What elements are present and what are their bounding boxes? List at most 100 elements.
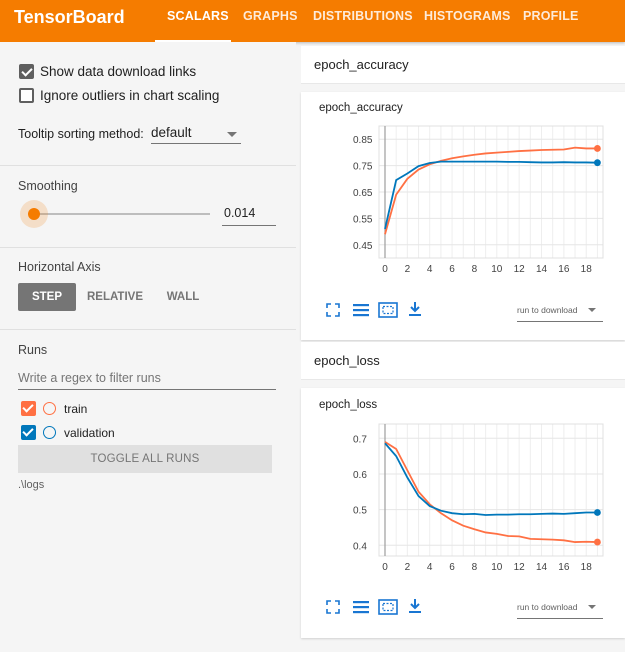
x-tick-label: 4: [427, 264, 433, 275]
run-train-color-icon[interactable]: [43, 402, 56, 415]
main-content: epoch_accuracy epoch_accuracy 0.45 0.55 0.…: [296, 42, 625, 652]
y-tick-label: 0.85: [353, 135, 373, 146]
logdir-label: .\logs: [18, 479, 45, 491]
run-train-label: train: [64, 402, 88, 416]
smoothing-value-input[interactable]: 0.014: [224, 206, 256, 220]
axis-step-button[interactable]: STEP: [18, 283, 76, 311]
y-tick-label: 0.7: [353, 434, 367, 445]
data-list-icon[interactable]: [353, 600, 369, 614]
plot-border: [378, 125, 604, 259]
x-tick-label: 4: [427, 562, 433, 573]
runs-filter-underline: [18, 389, 276, 390]
run-to-download-select[interactable]: run to download: [517, 602, 578, 612]
run-to-download-select[interactable]: run to download: [517, 305, 578, 315]
chart-card-loss: epoch_loss 0.4 0.5 0.6 0.7 0 2 4 6 8 10 12 14 16 18 r…: [301, 388, 625, 638]
chart-title: epoch_loss: [319, 399, 378, 411]
ignore-outliers-checkbox[interactable]: [19, 88, 34, 103]
series-endpoint-validation: [594, 509, 601, 516]
divider: [0, 329, 296, 330]
top-app-bar: TensorBoard SCALARS GRAPHS DISTRIBUTIONS…: [0, 0, 625, 42]
fullscreen-icon[interactable]: [326, 600, 340, 614]
run-train-checkbox[interactable]: [21, 401, 36, 416]
group-title: epoch_loss: [314, 353, 380, 368]
tooltip-sorting-select[interactable]: default: [151, 125, 192, 140]
x-tick-label: 18: [581, 562, 593, 573]
chevron-down-icon[interactable]: [588, 605, 596, 609]
loss-chart[interactable]: 0.4 0.5 0.6 0.7 0 2 4 6 8 10 12 14 16 18: [301, 416, 625, 586]
tab-graphs[interactable]: GRAPHS: [243, 9, 298, 23]
download-icon[interactable]: [408, 598, 422, 614]
smoothing-slider-track[interactable]: [34, 213, 210, 215]
tooltip-sorting-underline: [151, 143, 241, 144]
smoothing-slider-knob[interactable]: [28, 208, 40, 220]
toggle-all-runs-button[interactable]: TOGGLE ALL RUNS: [18, 445, 272, 473]
y-tick-label: 0.75: [353, 162, 373, 173]
download-select-underline: [517, 321, 603, 322]
group-header-accuracy[interactable]: epoch_accuracy: [301, 46, 625, 84]
download-icon[interactable]: [408, 301, 422, 317]
y-tick-label: 0.6: [353, 470, 367, 481]
y-tick-label: 0.4: [353, 541, 367, 552]
axis-relative-button[interactable]: RELATIVE: [86, 291, 143, 303]
x-tick-label: 14: [536, 264, 548, 275]
series-endpoint-train: [594, 145, 601, 152]
fullscreen-icon[interactable]: [326, 303, 340, 317]
axis-wall-button[interactable]: WALL: [166, 291, 200, 303]
fit-domain-icon[interactable]: [378, 599, 398, 615]
y-tick-label: 0.65: [353, 188, 373, 199]
y-tick-label: 0.5: [353, 506, 367, 517]
x-tick-label: 16: [558, 264, 570, 275]
x-tick-label: 0: [382, 562, 388, 573]
series-endpoint-validation: [594, 159, 601, 167]
chart-title: epoch_accuracy: [319, 102, 403, 114]
chevron-down-icon[interactable]: [588, 308, 596, 312]
runs-filter-input[interactable]: Write a regex to filter runs: [18, 371, 161, 385]
ignore-outliers-label[interactable]: Ignore outliers in chart scaling: [40, 88, 220, 103]
chevron-down-icon[interactable]: [227, 132, 237, 137]
x-tick-label: 6: [449, 562, 455, 573]
series-line-validation: [384, 160, 598, 230]
tooltip-sorting-label: Tooltip sorting method:: [18, 127, 144, 141]
x-tick-label: 14: [536, 562, 548, 573]
download-select-underline: [517, 618, 603, 619]
chart-card-accuracy: epoch_accuracy 0.45 0.55 0.65 0.75 0.85 0 2 4 6 8…: [301, 92, 625, 340]
x-tick-label: 18: [581, 264, 593, 275]
show-download-links-checkbox[interactable]: [19, 64, 34, 79]
active-tab-indicator: [155, 40, 231, 42]
run-validation-label: validation: [64, 426, 115, 440]
smoothing-value-underline: [222, 225, 276, 226]
x-tick-label: 10: [491, 264, 503, 275]
data-list-icon[interactable]: [353, 303, 369, 317]
x-tick-label: 8: [472, 264, 478, 275]
brand-title: TensorBoard: [14, 7, 125, 27]
plot-border: [378, 423, 604, 557]
x-tick-label: 12: [514, 562, 526, 573]
x-tick-label: 6: [449, 264, 455, 275]
accuracy-chart[interactable]: 0.45 0.55 0.65 0.75 0.85 0 2 4 6 8 10 12 14 16 18: [301, 118, 625, 288]
show-download-links-label[interactable]: Show data download links: [40, 64, 197, 79]
tab-profile[interactable]: PROFILE: [523, 9, 579, 23]
x-tick-label: 2: [405, 264, 411, 275]
run-validation-checkbox[interactable]: [21, 425, 36, 440]
horizontal-axis-title: Horizontal Axis: [18, 260, 101, 274]
series-line-train: [384, 146, 598, 235]
divider: [0, 247, 296, 248]
tab-distributions[interactable]: DISTRIBUTIONS: [313, 9, 413, 23]
x-tick-label: 0: [382, 264, 388, 275]
series-line-train: [384, 441, 598, 543]
x-tick-label: 2: [405, 562, 411, 573]
divider: [0, 165, 296, 166]
fit-domain-icon[interactable]: [378, 302, 398, 318]
tab-scalars[interactable]: SCALARS: [167, 9, 229, 23]
y-tick-label: 0.55: [353, 214, 373, 225]
smoothing-title: Smoothing: [18, 179, 78, 193]
group-header-loss[interactable]: epoch_loss: [301, 342, 625, 380]
run-validation-color-icon[interactable]: [43, 426, 56, 439]
sidebar: Show data download links Ignore outliers…: [0, 42, 296, 652]
x-tick-label: 12: [514, 264, 526, 275]
group-title: epoch_accuracy: [314, 57, 409, 72]
tab-histograms[interactable]: HISTOGRAMS: [424, 9, 511, 23]
x-tick-label: 8: [472, 562, 478, 573]
x-tick-label: 16: [558, 562, 570, 573]
series-line-validation: [384, 442, 598, 516]
